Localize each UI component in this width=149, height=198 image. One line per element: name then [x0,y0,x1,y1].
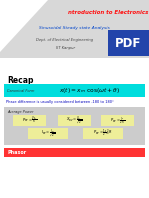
FancyBboxPatch shape [108,30,149,56]
Text: $P_{av}=\frac{1}{2}I_m^2 R$: $P_{av}=\frac{1}{2}I_m^2 R$ [93,128,113,139]
Text: $X_{av}=\frac{V_m}{\sqrt{2}}$: $X_{av}=\frac{V_m}{\sqrt{2}}$ [66,114,83,127]
Text: Phasor: Phasor [7,150,26,155]
FancyBboxPatch shape [0,0,149,58]
Text: $x(t) = x_m\ \cos(\omega t + \theta)$: $x(t) = x_m\ \cos(\omega t + \theta)$ [59,86,121,95]
FancyBboxPatch shape [58,115,91,126]
Text: Phase difference is usually considered between -180 to 180°: Phase difference is usually considered b… [6,100,114,104]
FancyBboxPatch shape [13,115,46,126]
Text: Sinusoidal Steady state Analysis: Sinusoidal Steady state Analysis [39,26,109,30]
Text: Recap: Recap [7,76,34,85]
FancyBboxPatch shape [4,107,145,145]
FancyBboxPatch shape [83,128,123,139]
FancyBboxPatch shape [28,128,68,139]
FancyBboxPatch shape [101,115,134,126]
Text: Dept. of Electrical Engineering: Dept. of Electrical Engineering [37,38,94,42]
Text: $I_{av}=\frac{I_m}{\sqrt{2}}$: $I_{av}=\frac{I_m}{\sqrt{2}}$ [41,127,55,140]
Text: ntroduction to Electronics: ntroduction to Electronics [68,10,148,15]
Text: Canonical Form: Canonical Form [7,89,34,92]
FancyBboxPatch shape [4,148,145,157]
Text: IIT Kanpur: IIT Kanpur [55,46,74,50]
Text: $P_{av}=\frac{I^2}{2R}$: $P_{av}=\frac{I^2}{2R}$ [110,115,125,126]
Text: PDF: PDF [115,36,141,50]
FancyBboxPatch shape [4,84,145,97]
Polygon shape [0,0,48,52]
Text: Average Power: Average Power [7,110,34,114]
Text: $P_{av}=\frac{V_m^2}{R}$: $P_{av}=\frac{V_m^2}{R}$ [22,115,37,126]
